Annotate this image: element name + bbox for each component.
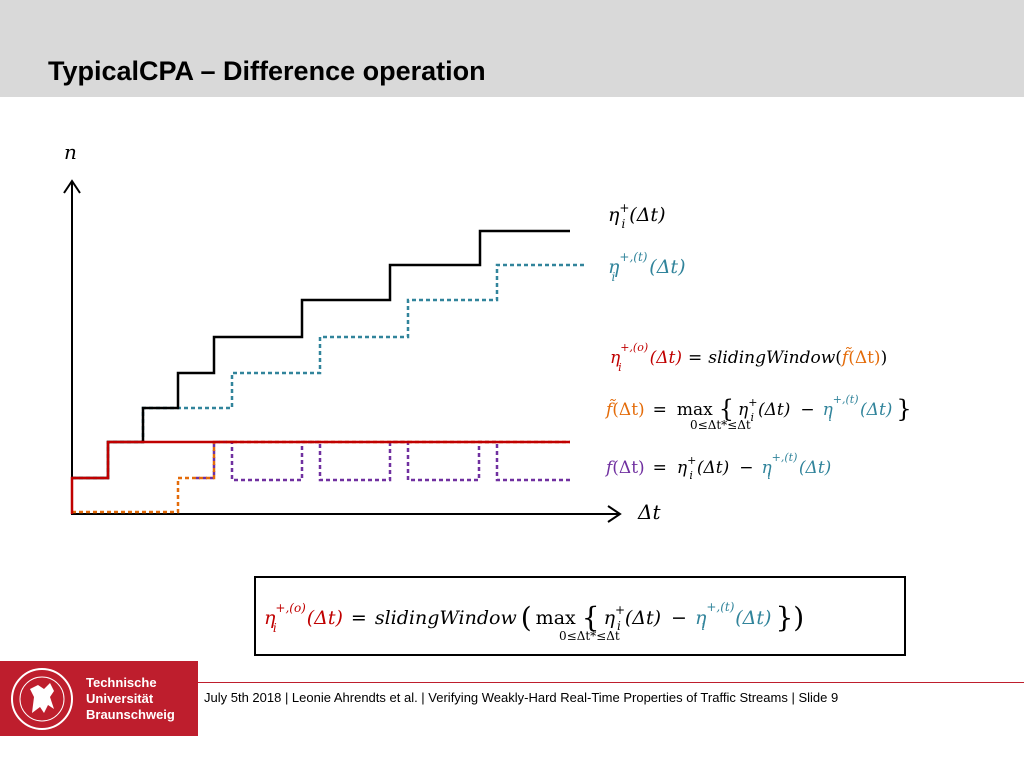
curve-eta-plus-o [70, 440, 570, 514]
curve-f [196, 440, 570, 482]
university-logo: Technische Universität Braunschweig [0, 661, 198, 736]
header-bar [0, 0, 1024, 97]
box-formula-max-sub: 0≤Δt*≤Δt [559, 629, 620, 643]
label-eta-plus: η+ i (Δt) [608, 201, 665, 231]
slide-title: TypicalCPA – Difference operation [48, 56, 486, 86]
lion-seal-icon [11, 668, 73, 730]
equation-f-tilde-max-sub: 0≤Δt*≤Δt [690, 418, 751, 432]
formula-box [254, 576, 906, 656]
university-name: Technische Universität Braunschweig [86, 675, 175, 722]
x-axis-label: Δt [637, 500, 661, 524]
x-axis-arrow-icon [607, 505, 622, 523]
equation-f: f(Δt) = η+ i (Δt) − η+,(t) i (Δt) [604, 451, 831, 482]
box-formula: η+,(o) i (Δt) = slidingWindow(max{η+ i (Δt) − η+… [264, 600, 804, 635]
equation-eta-plus-o: η+,(o) i (Δt) = slidingWindow(f̃(Δt)) [610, 341, 887, 374]
equation-f-tilde: f̃(Δt) = max{η+ i (Δt) − η+,(t) i (Δt)} [604, 393, 912, 424]
formula-box-content: η+,(o) i (Δt) = slidingWindow(max{η+ i (Δt) − η+… [264, 600, 804, 643]
curve-f-tilde [72, 440, 570, 514]
y-axis-label: n [64, 140, 77, 164]
diagram: n Δt η+ i (Δt) η+,(t) i (Δt) η+,(o) i (Δt) = sli… [63, 140, 912, 524]
label-eta-plus-t: η+,(t) i (Δt) [608, 250, 685, 284]
y-axis-arrow-icon [63, 179, 81, 194]
curve-eta-plus-t [72, 263, 585, 480]
footer-divider [198, 682, 1024, 683]
footer-text: July 5th 2018 | Leonie Ahrendts et al. |… [204, 690, 839, 705]
